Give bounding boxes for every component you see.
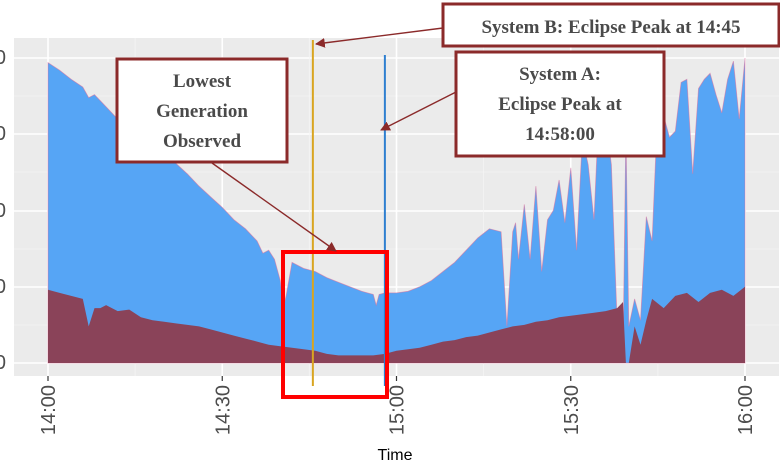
y-tick-labels: 0 0 0 0 0: [0, 47, 6, 374]
callout-text-line: System A:: [519, 64, 601, 85]
callouts: System B: Eclipse Peak at 14:45 System A:…: [115, 2, 780, 164]
x-tick-label: 15:00: [387, 385, 409, 435]
y-tick-label: 0: [0, 123, 6, 145]
callout-system-a: System A: Eclipse Peak at 14:58:00: [454, 50, 666, 158]
callout-box: [441, 2, 780, 48]
callout-box: [115, 57, 289, 164]
x-axis-title: Time: [378, 447, 413, 464]
callout-system-b: System B: Eclipse Peak at 14:45: [441, 2, 780, 48]
x-axis-ticks: 14:00 14:30 15:00 15:30 16:00: [38, 376, 757, 435]
system-b-arrow: [315, 27, 444, 48]
callout-text-line: Generation: [156, 101, 248, 122]
y-tick-label: 0: [0, 47, 6, 69]
callout-text-line: 14:58:00: [525, 124, 595, 145]
lowest-generation-highlight-box: [281, 250, 389, 399]
eclipse-peak-lines: [311, 40, 386, 386]
callout-text-line: Lowest: [173, 71, 232, 92]
callout-text-line: System B: Eclipse Peak at 14:45: [481, 17, 740, 38]
x-tick-label: 14:30: [212, 385, 234, 435]
system-a-arrow: [380, 91, 457, 131]
x-tick-label: 16:00: [735, 385, 757, 435]
callout-text-line: Observed: [163, 131, 242, 152]
y-tick-label: 0: [0, 276, 6, 298]
callout-arrows: [211, 27, 457, 252]
callout-text-line: Eclipse Peak at: [498, 94, 622, 115]
x-tick-label: 14:00: [38, 385, 60, 435]
y-tick-label: 0: [0, 352, 6, 374]
x-tick-label: 15:30: [561, 385, 583, 435]
callout-box: [454, 50, 666, 158]
y-tick-label: 0: [0, 200, 6, 222]
series-area-baseline-generation: [48, 286, 745, 363]
callout-lowest-generation: Lowest Generation Observed: [115, 57, 289, 164]
lowest-generation-arrow: [211, 162, 337, 252]
